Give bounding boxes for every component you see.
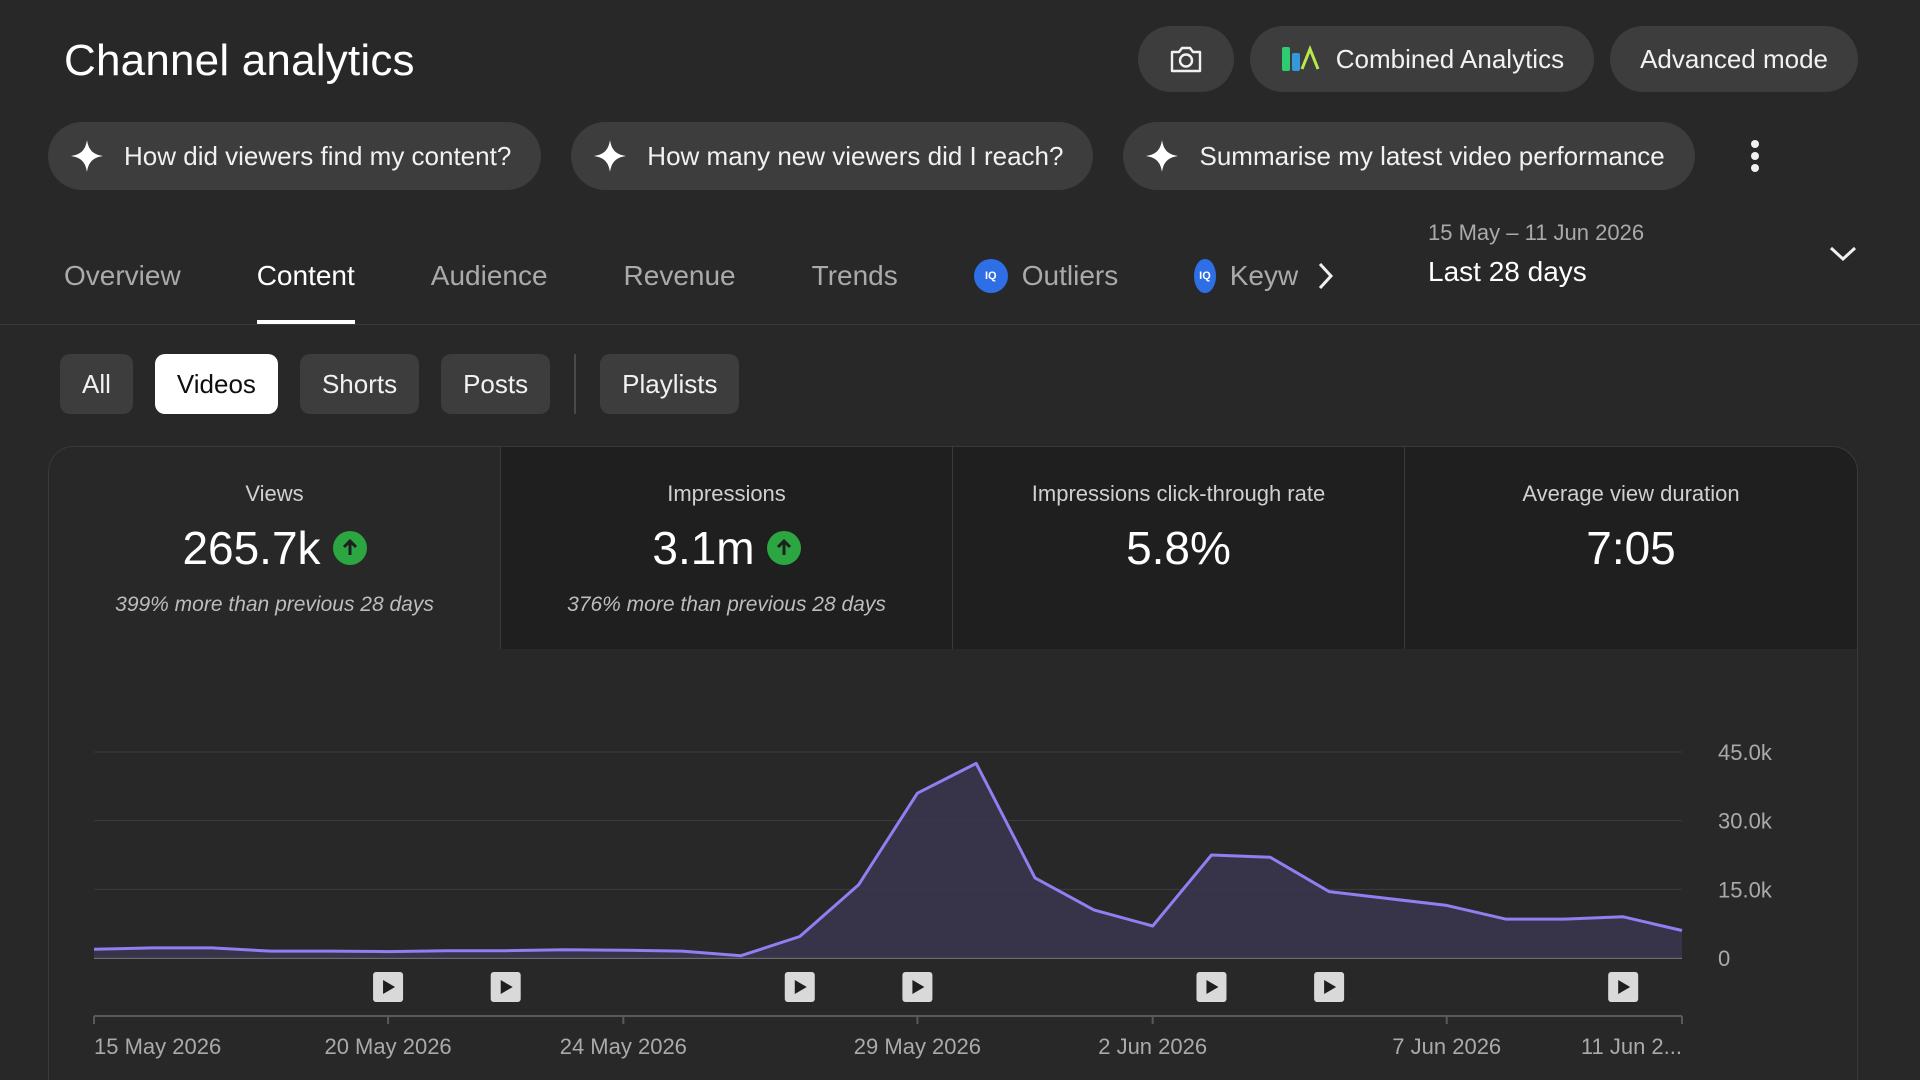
combined-analytics-label: Combined Analytics	[1335, 43, 1565, 74]
top-actions: Combined Analytics Advanced mode	[1137, 26, 1858, 92]
metric-views[interactable]: Views 265.7k 399% more than previous 28 …	[49, 447, 501, 649]
iq-badge-icon: IQ	[1194, 259, 1216, 293]
advanced-mode-button[interactable]: Advanced mode	[1610, 26, 1858, 92]
filter-divider	[574, 354, 577, 414]
suggestion-chip-summarise[interactable]: Summarise my latest video performance	[1123, 122, 1695, 190]
tab-label: Content	[256, 260, 355, 291]
suggestion-chip-label: How many new viewers did I reach?	[647, 140, 1064, 171]
filter-all[interactable]: All	[60, 354, 133, 414]
page-title: Channel analytics	[64, 36, 415, 85]
tab-keywords[interactable]: IQ Keyw	[1194, 230, 1298, 324]
tab-label: Overview	[64, 260, 181, 291]
tab-audience[interactable]: Audience	[431, 230, 548, 324]
sparkle-icon	[71, 140, 103, 172]
suggestion-chips: How did viewers find my content? How man…	[48, 122, 1775, 190]
combined-analytics-logo-icon	[1281, 44, 1320, 71]
filter-shorts[interactable]: Shorts	[299, 354, 420, 414]
metric-comparison: 399% more than previous 28 days	[115, 593, 434, 616]
filter-playlists[interactable]: Playlists	[600, 354, 740, 414]
tabs-divider	[0, 324, 1920, 325]
combined-analytics-button[interactable]: Combined Analytics	[1249, 26, 1595, 92]
date-range-picker[interactable]: 15 May – 11 Jun 2026 Last 28 days	[1428, 220, 1858, 288]
tab-label: Audience	[430, 260, 548, 291]
metric-comparison: 376% more than previous 28 days	[567, 593, 886, 616]
screenshot-button[interactable]	[1137, 26, 1234, 92]
tab-revenue[interactable]: Revenue	[624, 230, 736, 324]
more-options-button[interactable]	[1735, 122, 1775, 190]
chevron-right-icon	[1319, 262, 1334, 290]
sparkle-icon	[1146, 140, 1179, 172]
tab-outliers[interactable]: IQ Outliers	[973, 230, 1119, 324]
tab-content[interactable]: Content	[256, 230, 355, 324]
content-type-filters: All Videos Shorts Posts Playlists	[60, 354, 740, 414]
tab-overview[interactable]: Overview	[64, 230, 181, 324]
tab-label: Keyw	[1229, 260, 1299, 291]
suggestion-chip-new-viewers[interactable]: How many new viewers did I reach?	[571, 122, 1094, 190]
analytics-card: Views 265.7k 399% more than previous 28 …	[48, 446, 1858, 1080]
metric-avg-view-duration[interactable]: Average view duration 7:05	[1405, 447, 1857, 649]
tabs-scroll-right-button[interactable]	[1316, 230, 1336, 297]
suggestion-chip-label: Summarise my latest video performance	[1199, 140, 1665, 171]
date-range-label: Last 28 days	[1428, 256, 1587, 287]
date-range-text: 15 May – 11 Jun 2026	[1428, 220, 1645, 245]
suggestion-chip-find-content[interactable]: How did viewers find my content?	[48, 122, 542, 190]
iq-badge-icon: IQ	[973, 259, 1008, 293]
metric-value: 3.1m	[652, 522, 755, 574]
metric-title: Views	[245, 481, 304, 506]
metric-value: 5.8%	[1126, 522, 1231, 574]
tab-label: Trends	[811, 260, 898, 291]
metric-title: Average view duration	[1522, 481, 1740, 506]
arrow-up-icon	[766, 531, 801, 565]
metric-value-row: 265.7k	[182, 521, 367, 575]
suggestion-chip-label: How did viewers find my content?	[124, 140, 512, 171]
arrow-up-icon	[332, 531, 367, 565]
chevron-down-icon	[1829, 246, 1857, 262]
filter-posts[interactable]: Posts	[441, 354, 551, 414]
analytics-tabs: Overview Content Audience Revenue Trends…	[64, 230, 1336, 324]
more-vert-icon	[1750, 140, 1759, 172]
tab-label: Outliers	[1021, 260, 1119, 291]
sparkle-icon	[594, 140, 627, 172]
metric-ctr[interactable]: Impressions click-through rate 5.8%	[953, 447, 1405, 649]
metric-value: 7:05	[1586, 522, 1676, 574]
metric-value-row: 3.1m	[652, 521, 801, 575]
metric-title: Impressions	[667, 481, 786, 506]
camera-icon	[1170, 46, 1201, 73]
metric-value: 265.7k	[182, 522, 321, 574]
metric-title: Impressions click-through rate	[1031, 481, 1326, 506]
metric-impressions[interactable]: Impressions 3.1m 376% more than previous…	[501, 447, 953, 649]
tab-label: Revenue	[623, 260, 736, 291]
metric-tabs: Views 265.7k 399% more than previous 28 …	[49, 447, 1857, 649]
filter-videos[interactable]: Videos	[154, 354, 278, 414]
tab-trends[interactable]: Trends	[812, 230, 898, 324]
advanced-mode-label: Advanced mode	[1640, 43, 1828, 74]
